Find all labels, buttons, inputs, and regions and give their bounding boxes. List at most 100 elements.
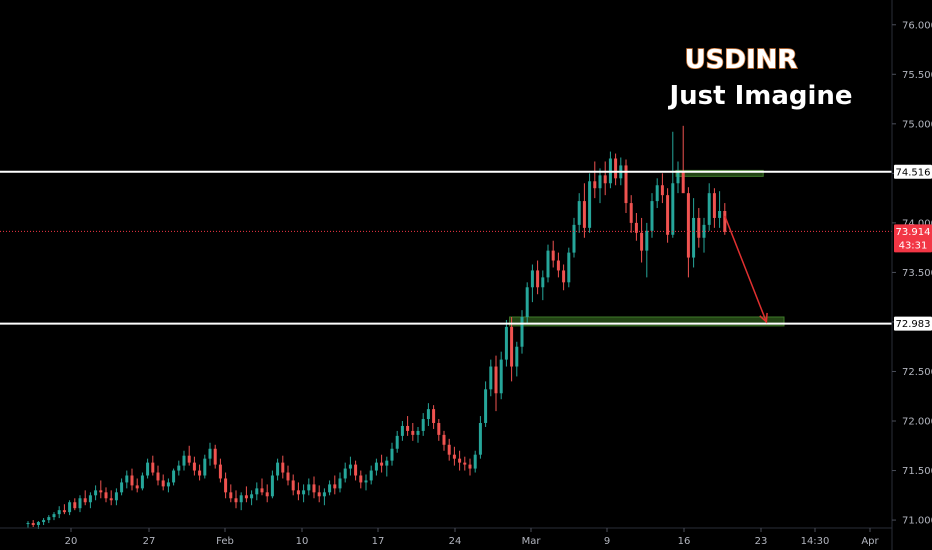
candle-body bbox=[47, 517, 51, 521]
chart-title: USDINR bbox=[685, 45, 798, 75]
candle-body bbox=[650, 201, 654, 231]
candle-body bbox=[562, 270, 566, 283]
candle-body bbox=[525, 287, 529, 317]
candle-body bbox=[437, 422, 441, 435]
candle-body bbox=[166, 482, 170, 487]
candle-body bbox=[572, 224, 576, 253]
candle-body bbox=[499, 359, 503, 394]
level-badge bbox=[894, 164, 932, 179]
candle-body bbox=[255, 488, 259, 495]
candle-body bbox=[484, 389, 488, 423]
candle-body bbox=[224, 478, 228, 493]
candle-body bbox=[385, 460, 389, 466]
candle-body bbox=[359, 475, 363, 483]
candle-body bbox=[343, 468, 347, 479]
candle-body bbox=[660, 185, 664, 196]
x-tick-label: 14:30 bbox=[801, 536, 830, 547]
candle-body bbox=[629, 203, 633, 223]
candle-body bbox=[546, 250, 550, 278]
candle-body bbox=[603, 175, 607, 184]
chart-subtitle: Just Imagine bbox=[667, 81, 852, 111]
candle-body bbox=[463, 462, 467, 465]
candlestick-series bbox=[26, 125, 727, 529]
candle-body bbox=[577, 201, 581, 225]
candle-body bbox=[94, 490, 98, 496]
candle-body bbox=[302, 490, 306, 495]
y-tick-label: 75.000 bbox=[902, 119, 932, 130]
y-tick-label: 76.000 bbox=[902, 20, 932, 31]
x-tick-label: Feb bbox=[216, 536, 234, 547]
candle-body bbox=[187, 455, 191, 463]
candle-body bbox=[234, 498, 238, 503]
candle-body bbox=[598, 175, 602, 189]
candle-body bbox=[489, 366, 493, 390]
candle-body bbox=[26, 523, 30, 525]
candle-body bbox=[369, 470, 373, 481]
candle-body bbox=[406, 425, 410, 431]
candle-body bbox=[140, 475, 144, 489]
last-price-label: 73.914 bbox=[896, 227, 931, 238]
candle-body bbox=[338, 478, 342, 489]
candle-body bbox=[400, 425, 404, 436]
candle-body bbox=[328, 484, 332, 493]
last-price-badge bbox=[894, 224, 932, 253]
candle-body bbox=[718, 211, 722, 218]
zone-rect bbox=[509, 316, 785, 327]
candle-body bbox=[432, 409, 436, 423]
candle-body bbox=[203, 458, 207, 476]
candle-body bbox=[62, 510, 66, 513]
candle-body bbox=[198, 470, 202, 476]
candle-body bbox=[494, 366, 498, 394]
candle-body bbox=[281, 462, 285, 473]
candle-body bbox=[411, 430, 415, 435]
x-tick-label: 10 bbox=[296, 536, 309, 547]
candle-body bbox=[218, 464, 222, 479]
x-tick-label: 16 bbox=[678, 536, 691, 547]
candle-body bbox=[333, 484, 337, 489]
x-tick-label: 9 bbox=[604, 536, 610, 547]
candle-body bbox=[276, 462, 280, 476]
candle-body bbox=[707, 193, 711, 225]
candle-body bbox=[161, 480, 165, 487]
candle-body bbox=[468, 464, 472, 469]
candle-body bbox=[125, 475, 129, 483]
candle-body bbox=[36, 522, 40, 526]
level-badge-label: 74.516 bbox=[896, 167, 931, 178]
candle-body bbox=[712, 193, 716, 218]
x-tick-label: 20 bbox=[65, 536, 78, 547]
candle-body bbox=[78, 498, 82, 509]
candle-body bbox=[42, 520, 46, 523]
candle-body bbox=[692, 217, 696, 258]
candle-body bbox=[208, 448, 212, 459]
candle-body bbox=[146, 462, 150, 476]
candle-body bbox=[541, 277, 545, 288]
candle-body bbox=[244, 495, 248, 499]
x-tick-label: 27 bbox=[143, 536, 156, 547]
candle-body bbox=[151, 462, 155, 473]
horizontal-levels bbox=[0, 170, 892, 325]
candle-body bbox=[73, 502, 77, 509]
candle-body bbox=[634, 222, 638, 233]
arrow-shaft bbox=[724, 215, 768, 323]
countdown-label: 43:31 bbox=[899, 240, 928, 251]
y-tick-label: 71.500 bbox=[902, 466, 932, 477]
candle-body bbox=[348, 464, 352, 469]
time-axis[interactable]: 20 27 Feb 10 17 24 Mar 9 16 23 14:30 Apr bbox=[65, 528, 880, 547]
candle-body bbox=[380, 462, 384, 466]
candle-body bbox=[655, 185, 659, 202]
candle-body bbox=[520, 316, 524, 347]
candle-body bbox=[390, 448, 394, 461]
candle-body bbox=[354, 464, 358, 476]
y-tick-label: 72.000 bbox=[902, 417, 932, 428]
level-badge-label: 72.983 bbox=[896, 319, 931, 330]
candle-body bbox=[374, 462, 378, 471]
candle-body bbox=[567, 252, 571, 283]
zone-rect bbox=[675, 169, 764, 177]
price-badges: 74.516 72.983 73.914 43:31 bbox=[894, 164, 932, 331]
candle-body bbox=[172, 470, 176, 483]
candle-body bbox=[239, 495, 243, 503]
candle-body bbox=[88, 495, 92, 503]
support-resistance-zones bbox=[509, 169, 785, 327]
candle-body bbox=[57, 510, 61, 515]
